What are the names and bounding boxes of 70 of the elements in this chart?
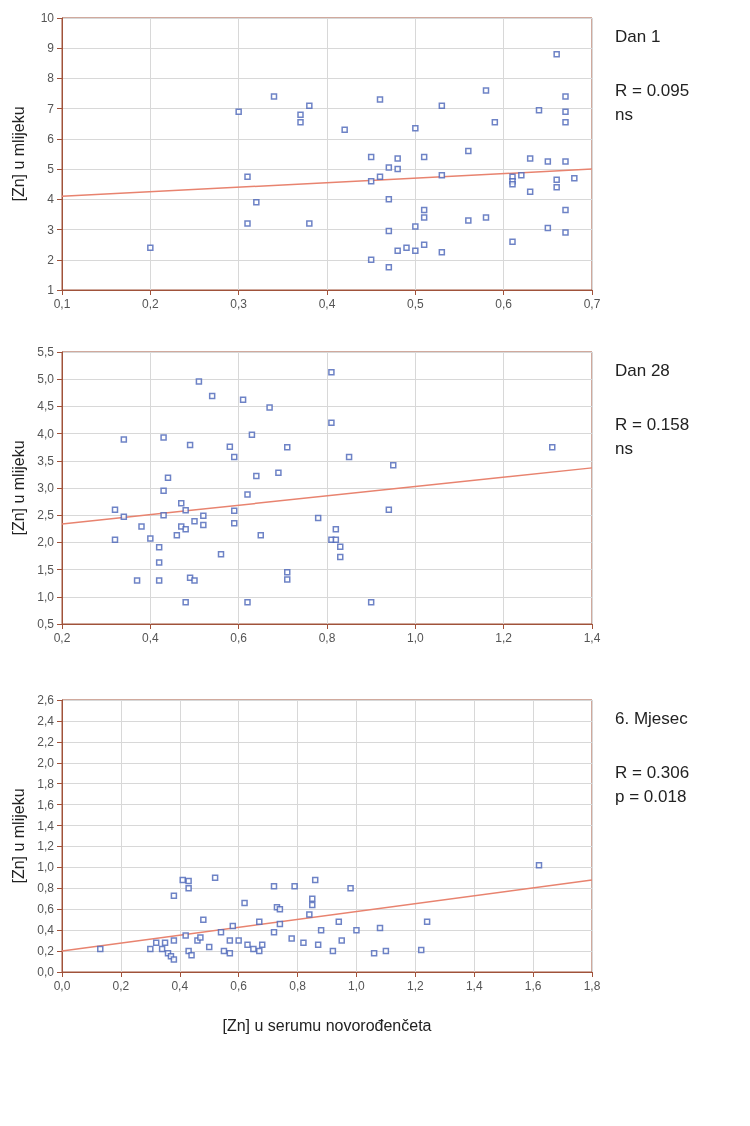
x-tick-label: 0,7	[583, 297, 601, 311]
text: ns	[615, 439, 633, 458]
y-tick-label: 1,2	[37, 839, 55, 854]
y-tick-label: 2	[47, 252, 55, 267]
x-tick-label: 0,4	[141, 631, 159, 645]
x-tick-label: 0,4	[318, 297, 336, 311]
y-tick-label: 3,5	[37, 453, 55, 468]
y-tick-label: 5	[47, 162, 55, 177]
x-tick-label: 0,8	[289, 979, 307, 993]
text: Dan 28	[615, 361, 670, 380]
x-tick-label: 1,6	[524, 979, 542, 993]
x-tick-label: 0,6	[230, 979, 248, 993]
text: 6. Mjesec	[615, 709, 689, 728]
x-tick-label: 0,4	[171, 979, 189, 993]
y-tick-label: 4,0	[37, 426, 55, 441]
y-tick-label: 3	[47, 222, 55, 237]
y-tick-label: 0,5	[37, 617, 55, 631]
y-tick-label: 1,4	[37, 818, 55, 833]
x-tick-label: 0,5	[406, 297, 424, 311]
y-tick-label: 2,0	[37, 755, 55, 770]
x-tick-label: 0,2	[141, 297, 159, 311]
text: ns	[615, 105, 633, 124]
y-tick-label: 1,0	[37, 589, 55, 604]
y-tick-label: 9	[47, 41, 55, 56]
y-tick-label: 0,4	[37, 923, 55, 938]
y-tick-label: 1,8	[37, 776, 55, 791]
y-tick-label: 7	[47, 101, 55, 116]
y-axis-title: [Zn] u mlijeku	[9, 788, 27, 884]
x-tick-label: 1,0	[348, 979, 366, 993]
y-tick-label: 10	[40, 11, 55, 25]
x-tick-label: 0,3	[230, 297, 248, 311]
y-tick-label: 0,2	[37, 944, 55, 959]
y-tick-label: 2,0	[37, 535, 55, 550]
x-tick-label: 0,6	[230, 631, 248, 645]
x-tick-label: 0,1	[53, 297, 71, 311]
y-tick-label: 3,0	[37, 481, 55, 495]
x-tick-label: 1,8	[583, 979, 601, 993]
text: R = 0.306	[615, 763, 690, 782]
y-axis-title: [Zn] u mlijeku	[9, 440, 27, 536]
y-tick-label: 1	[47, 283, 55, 297]
y-tick-label: 0,6	[37, 902, 55, 917]
text: R = 0.095	[615, 81, 690, 100]
y-tick-label: 6	[47, 131, 55, 146]
text: p = 0.018	[615, 787, 687, 806]
x-tick-label: 0,6	[495, 297, 513, 311]
x-axis-title: [Zn] u serumu novorođenčeta	[222, 1016, 432, 1034]
y-tick-label: 4,5	[37, 399, 55, 414]
y-tick-label: 2,4	[37, 713, 55, 728]
x-tick-label: 1,4	[583, 631, 601, 645]
y-tick-label: 2,2	[37, 734, 55, 749]
y-tick-label: 1,5	[37, 562, 55, 577]
text: Dan 1	[615, 27, 661, 46]
x-tick-label: 1,4	[465, 979, 483, 993]
y-tick-label: 5,0	[37, 372, 55, 387]
x-tick-label: 0,2	[112, 979, 130, 993]
y-tick-label: 5,5	[37, 345, 55, 359]
y-axis-title: [Zn] u mlijeku	[9, 106, 27, 202]
x-tick-label: 1,2	[406, 979, 424, 993]
y-tick-label: 2,6	[37, 693, 55, 707]
y-tick-label: 4	[47, 192, 55, 207]
y-tick-label: 0,0	[37, 965, 55, 979]
y-tick-label: 2,5	[37, 508, 55, 523]
y-tick-label: 1,0	[37, 860, 55, 875]
x-tick-label: 1,0	[406, 631, 424, 645]
y-tick-label: 1,6	[37, 797, 55, 812]
y-tick-label: 8	[47, 71, 55, 86]
y-tick-label: 0,8	[37, 881, 55, 896]
text: R = 0.158	[615, 415, 690, 434]
x-tick-label: 0,8	[318, 631, 336, 645]
x-tick-label: 1,2	[495, 631, 513, 645]
